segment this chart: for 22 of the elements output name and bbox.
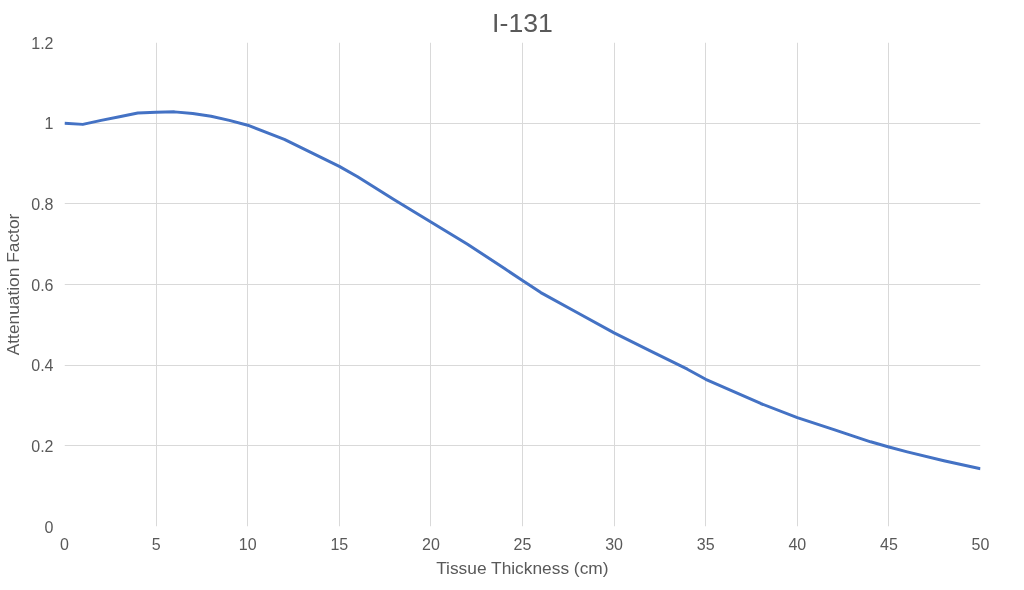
y-tick-label: 0.8 (31, 195, 54, 213)
x-tick-label: 35 (696, 535, 715, 553)
y-tick-label: 1 (44, 115, 54, 133)
y-axis-title: Attenuation Factor (3, 213, 24, 356)
x-axis-title: Tissue Thickness (cm) (436, 557, 609, 578)
y-tick-label: 0 (44, 518, 54, 536)
x-tick-label: 0 (60, 535, 70, 553)
x-tick-label: 30 (605, 535, 624, 553)
y-tick-label: 0.4 (31, 357, 54, 375)
x-tick-label: 45 (880, 535, 898, 553)
x-tick-label: 50 (971, 535, 990, 553)
x-tick-label: 10 (238, 535, 257, 553)
x-tick-label: 40 (788, 535, 807, 553)
x-tick-label: 25 (513, 535, 532, 553)
x-tick-label: 15 (330, 535, 349, 553)
y-tick-label: 0.2 (31, 437, 54, 455)
line-series (64, 110, 981, 471)
x-tick-label: 5 (151, 535, 161, 553)
y-tick-label: 1.2 (31, 34, 54, 52)
y-tick-label: 0.6 (31, 276, 54, 294)
chart-title: I-131 (492, 7, 553, 38)
x-tick-label: 20 (422, 535, 440, 553)
